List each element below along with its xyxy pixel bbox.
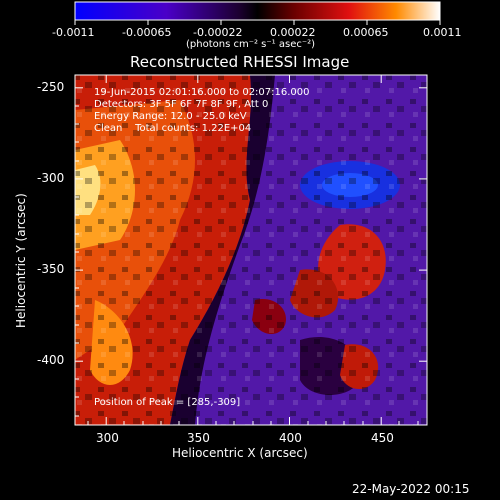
- x-tick-label: 300: [96, 431, 119, 445]
- colorbar-ticks: [74, 20, 441, 25]
- y-tick-label: -350: [37, 262, 65, 276]
- colorbar-units: (photons cm⁻² s⁻¹ asec⁻²): [186, 39, 316, 50]
- colorbar-tick-label: 0.00065: [343, 26, 389, 39]
- x-tick-label: 400: [279, 431, 302, 445]
- y-axis-label: Heliocentric Y (arcsec): [14, 193, 28, 328]
- colorbar-tick-label: 0.0011: [423, 26, 462, 39]
- colorbar-tick-label: -0.00022: [193, 26, 243, 39]
- colorbar-tick-label: 0.00022: [270, 26, 316, 39]
- y-tick-label: -300: [37, 171, 65, 185]
- x-axis-ticks: [87, 75, 419, 425]
- energy-range-text: Energy Range: 12.0 - 25.0 keV: [94, 111, 247, 122]
- x-tick-label: 450: [371, 431, 394, 445]
- time-range-text: 19-Jun-2015 02:01:16.000 to 02:07:16.000: [94, 87, 310, 98]
- y-tick-label: -250: [37, 80, 65, 94]
- timestamp: 22-May-2022 00:15: [352, 482, 470, 496]
- peak-position-text: Position of Peak = [285,-309]: [94, 397, 241, 408]
- plot-frame: [74, 74, 428, 426]
- y-tick-label: -400: [37, 353, 65, 367]
- colorbar: [74, 1, 441, 21]
- plot-title: Reconstructed RHESSI Image: [130, 53, 350, 71]
- x-tick-label: 350: [187, 431, 210, 445]
- detectors-text: Detectors: 3F 5F 6F 7F 8F 9F, Att 0: [94, 99, 269, 110]
- colorbar-tick-label: -0.0011: [52, 26, 95, 39]
- clean-counts-text: Clean Total counts: 1.22E+04: [94, 123, 252, 134]
- y-axis-ticks: [75, 87, 427, 417]
- colorbar-tick-label: -0.00065: [122, 26, 172, 39]
- rhessi-image: [75, 75, 427, 425]
- x-axis-label: Heliocentric X (arcsec): [172, 446, 308, 460]
